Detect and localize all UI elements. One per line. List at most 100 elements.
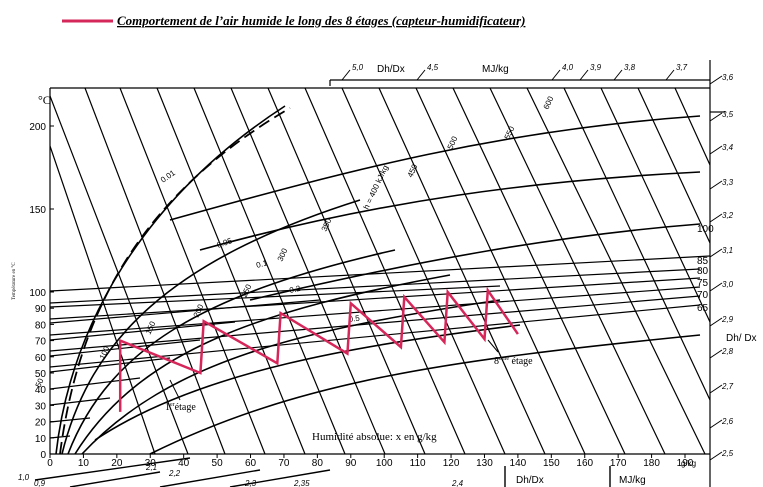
saturation-curve-dashed <box>59 107 291 455</box>
rh-label: 0.05 <box>216 236 234 250</box>
top-scale-label: 3,9 <box>590 63 602 72</box>
right-temp-label: 85 <box>697 256 709 267</box>
x-tick-label: 150 <box>543 458 560 469</box>
y-unit-label: °C <box>38 93 51 107</box>
top-scale-tick <box>579 69 589 81</box>
bottom-scale-label: 0,9 <box>34 479 46 487</box>
first-stage-label: 1erétage <box>165 402 196 413</box>
x-tick-label: 40 <box>178 458 190 469</box>
enthalpy-label: 150 <box>144 319 158 335</box>
right-scale-label: 2,9 <box>721 315 734 324</box>
bottom-scale-label: 2,4 <box>451 479 464 487</box>
right-dhdx-scale: 3,6 3,5 3,4 3,3 3,2 3,1 3,0 2,9 2,8 2,7 2,6 2,5 <box>709 73 734 461</box>
last-stage-arrow <box>487 339 499 353</box>
mj-bottom-label: MJ/kg <box>619 475 646 486</box>
right-scale-label: 3,2 <box>722 211 734 220</box>
x-tick-label: 0 <box>47 458 53 469</box>
right-scale-tick <box>709 419 723 429</box>
dhdx-bottom-label: Dh/Dx <box>516 475 544 486</box>
enthalpy-label: 450 <box>406 162 420 178</box>
x-tick-label: 70 <box>278 458 290 469</box>
x-tick-label: 180 <box>643 458 660 469</box>
right-scale-tick <box>709 180 723 190</box>
right-scale-tick <box>709 349 723 359</box>
x-tick-label: 110 <box>410 458 426 469</box>
x-tick-label: 10 <box>78 458 90 469</box>
right-scale-tick <box>709 213 723 223</box>
enthalpy-label: 200 <box>192 302 206 318</box>
x-tick-label: 90 <box>345 458 357 469</box>
right-scale-tick <box>709 145 723 155</box>
top-scale-label: 3,7 <box>676 63 688 72</box>
right-scale-label: 2,6 <box>721 417 734 426</box>
legend-label: Comportement de l’air humide le long des… <box>117 13 525 28</box>
enthalpy-label: 50 <box>34 376 46 388</box>
x-tick-label: 120 <box>443 458 460 469</box>
right-scale-tick <box>709 384 723 394</box>
bottom-dhdx-scale: 1,0 0,9 2,1 2,2 2,3 2,35 2,4 <box>18 463 464 487</box>
bottom-scale-label: 2,1 <box>145 463 157 472</box>
x-tick-label: 190 <box>677 458 694 469</box>
first-stage-arrow <box>169 379 181 401</box>
bottom-scale-label: 1,0 <box>18 473 30 482</box>
right-scale-tick <box>709 75 723 85</box>
bottom-scale-label: 2,2 <box>168 469 181 478</box>
last-stage-label: 8ème étage <box>494 356 533 367</box>
right-scale-label: 2,7 <box>721 382 734 391</box>
y-tick-label: 70 <box>35 337 47 348</box>
process-series <box>118 286 519 412</box>
x-tick-label: 140 <box>510 458 527 469</box>
top-dhdx-scale: 5,0 4,5 4,0 3,9 3,8 3,7 <box>341 63 688 81</box>
rh-label: 0.5 <box>348 313 361 324</box>
x-tick-label: 30 <box>145 458 157 469</box>
rh-curves <box>55 105 701 455</box>
right-scale-label: 3,0 <box>722 280 734 289</box>
right-scale-label: 3,3 <box>722 178 734 187</box>
right-scale-tick <box>709 317 723 327</box>
bottom-scale-label: 2,3 <box>244 479 257 487</box>
top-scale-tick <box>416 69 426 81</box>
top-scale-label: 3,8 <box>624 63 636 72</box>
x-tick-label: 50 <box>212 458 224 469</box>
right-scale-label: 3,6 <box>722 73 734 82</box>
x-tick-label: 60 <box>245 458 257 469</box>
right-temp-label: 65 <box>697 303 709 314</box>
dhdx-top-label: Dh/Dx <box>377 64 405 75</box>
rh-label: 0.01 <box>159 168 177 185</box>
enthalpy-label: 600 <box>542 94 556 110</box>
y-tick-label: 200 <box>29 122 46 133</box>
enthalpy-label: 350 <box>320 216 334 232</box>
x-tick-label: 130 <box>476 458 493 469</box>
top-scale-tick <box>551 69 561 81</box>
x-tick-label: 20 <box>111 458 123 469</box>
right-temp-label: 80 <box>697 266 709 277</box>
y-tick-label: 80 <box>35 320 47 331</box>
x-tick-labels: 0 10 20 30 40 50 60 70 80 90 100 110 120 130 140 150 160… <box>47 454 694 469</box>
x-tick-label: 170 <box>610 458 627 469</box>
enthalpy-label: 300 <box>276 246 290 262</box>
rh-label: 0.2 <box>289 284 302 295</box>
enthalpy-label: 250 <box>240 282 254 298</box>
right-scale-label: 2,5 <box>721 449 734 458</box>
y-tick-label: 60 <box>35 353 47 364</box>
top-scale-label: 4,0 <box>562 63 574 72</box>
right-scale-label: 2,8 <box>721 347 734 356</box>
right-scale-tick <box>709 112 723 122</box>
x-unit-label: g/kg <box>681 459 696 468</box>
x-tick-label: 80 <box>312 458 324 469</box>
right-temp-label: 70 <box>697 290 709 301</box>
x-axis-label: Humidité absolue: x en g/kg <box>312 431 437 443</box>
right-scale-label: 3,4 <box>722 143 734 152</box>
right-scale-tick <box>709 451 723 461</box>
right-scale-label: 3,5 <box>722 110 734 119</box>
y-tick-label: 40 <box>35 385 47 396</box>
right-scale-tick <box>709 282 723 292</box>
right-scale-label: 3,1 <box>722 246 733 255</box>
y-tick-label: 20 <box>35 418 47 429</box>
y-tick-label: 90 <box>35 304 47 315</box>
top-scale-tick <box>341 69 351 81</box>
process-line <box>118 286 519 412</box>
